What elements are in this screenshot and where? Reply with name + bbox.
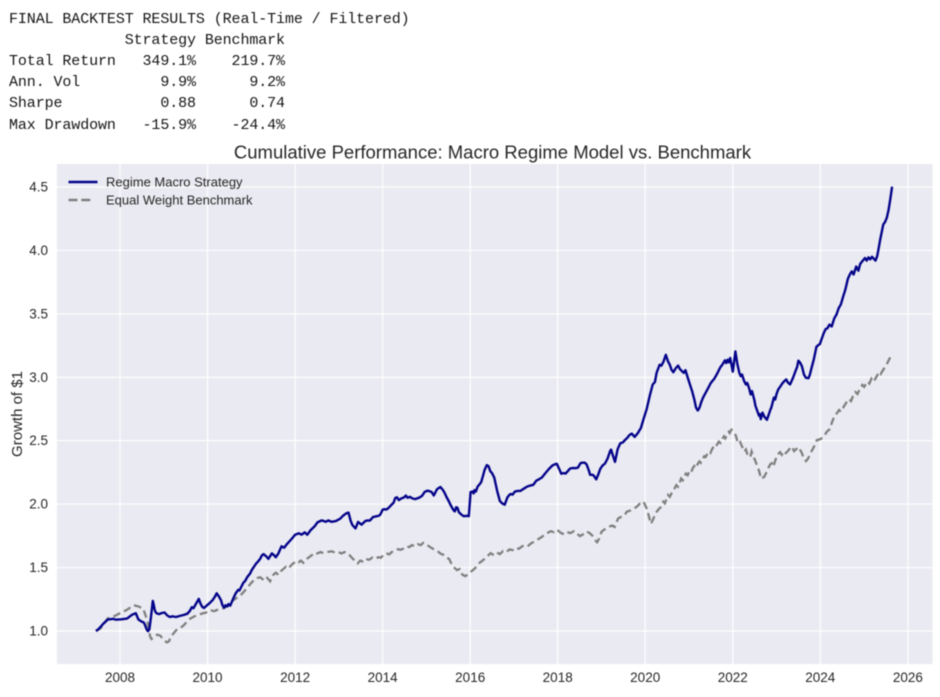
svg-text:2008: 2008: [105, 670, 135, 685]
svg-text:2.0: 2.0: [29, 497, 48, 512]
svg-text:1.0: 1.0: [29, 624, 48, 639]
svg-text:4.5: 4.5: [29, 180, 48, 195]
svg-text:2010: 2010: [192, 670, 222, 685]
svg-text:Regime Macro Strategy: Regime Macro Strategy: [106, 175, 243, 190]
svg-text:Equal Weight Benchmark: Equal Weight Benchmark: [106, 193, 253, 208]
svg-text:2016: 2016: [455, 670, 485, 685]
svg-text:2018: 2018: [543, 670, 573, 685]
svg-text:2012: 2012: [280, 670, 310, 685]
svg-text:2026: 2026: [893, 670, 923, 685]
svg-text:Growth of $1: Growth of $1: [9, 371, 26, 457]
svg-text:2.5: 2.5: [29, 433, 48, 448]
svg-text:2022: 2022: [718, 670, 748, 685]
svg-text:3.0: 3.0: [29, 370, 48, 385]
svg-text:2024: 2024: [805, 670, 836, 685]
svg-text:2014: 2014: [368, 670, 399, 685]
svg-text:2020: 2020: [630, 670, 660, 685]
svg-text:3.5: 3.5: [29, 306, 48, 321]
svg-text:Cumulative Performance: Macro: Cumulative Performance: Macro Regime Mod…: [234, 142, 752, 163]
svg-text:4.0: 4.0: [29, 243, 48, 258]
svg-text:1.5: 1.5: [29, 560, 48, 575]
